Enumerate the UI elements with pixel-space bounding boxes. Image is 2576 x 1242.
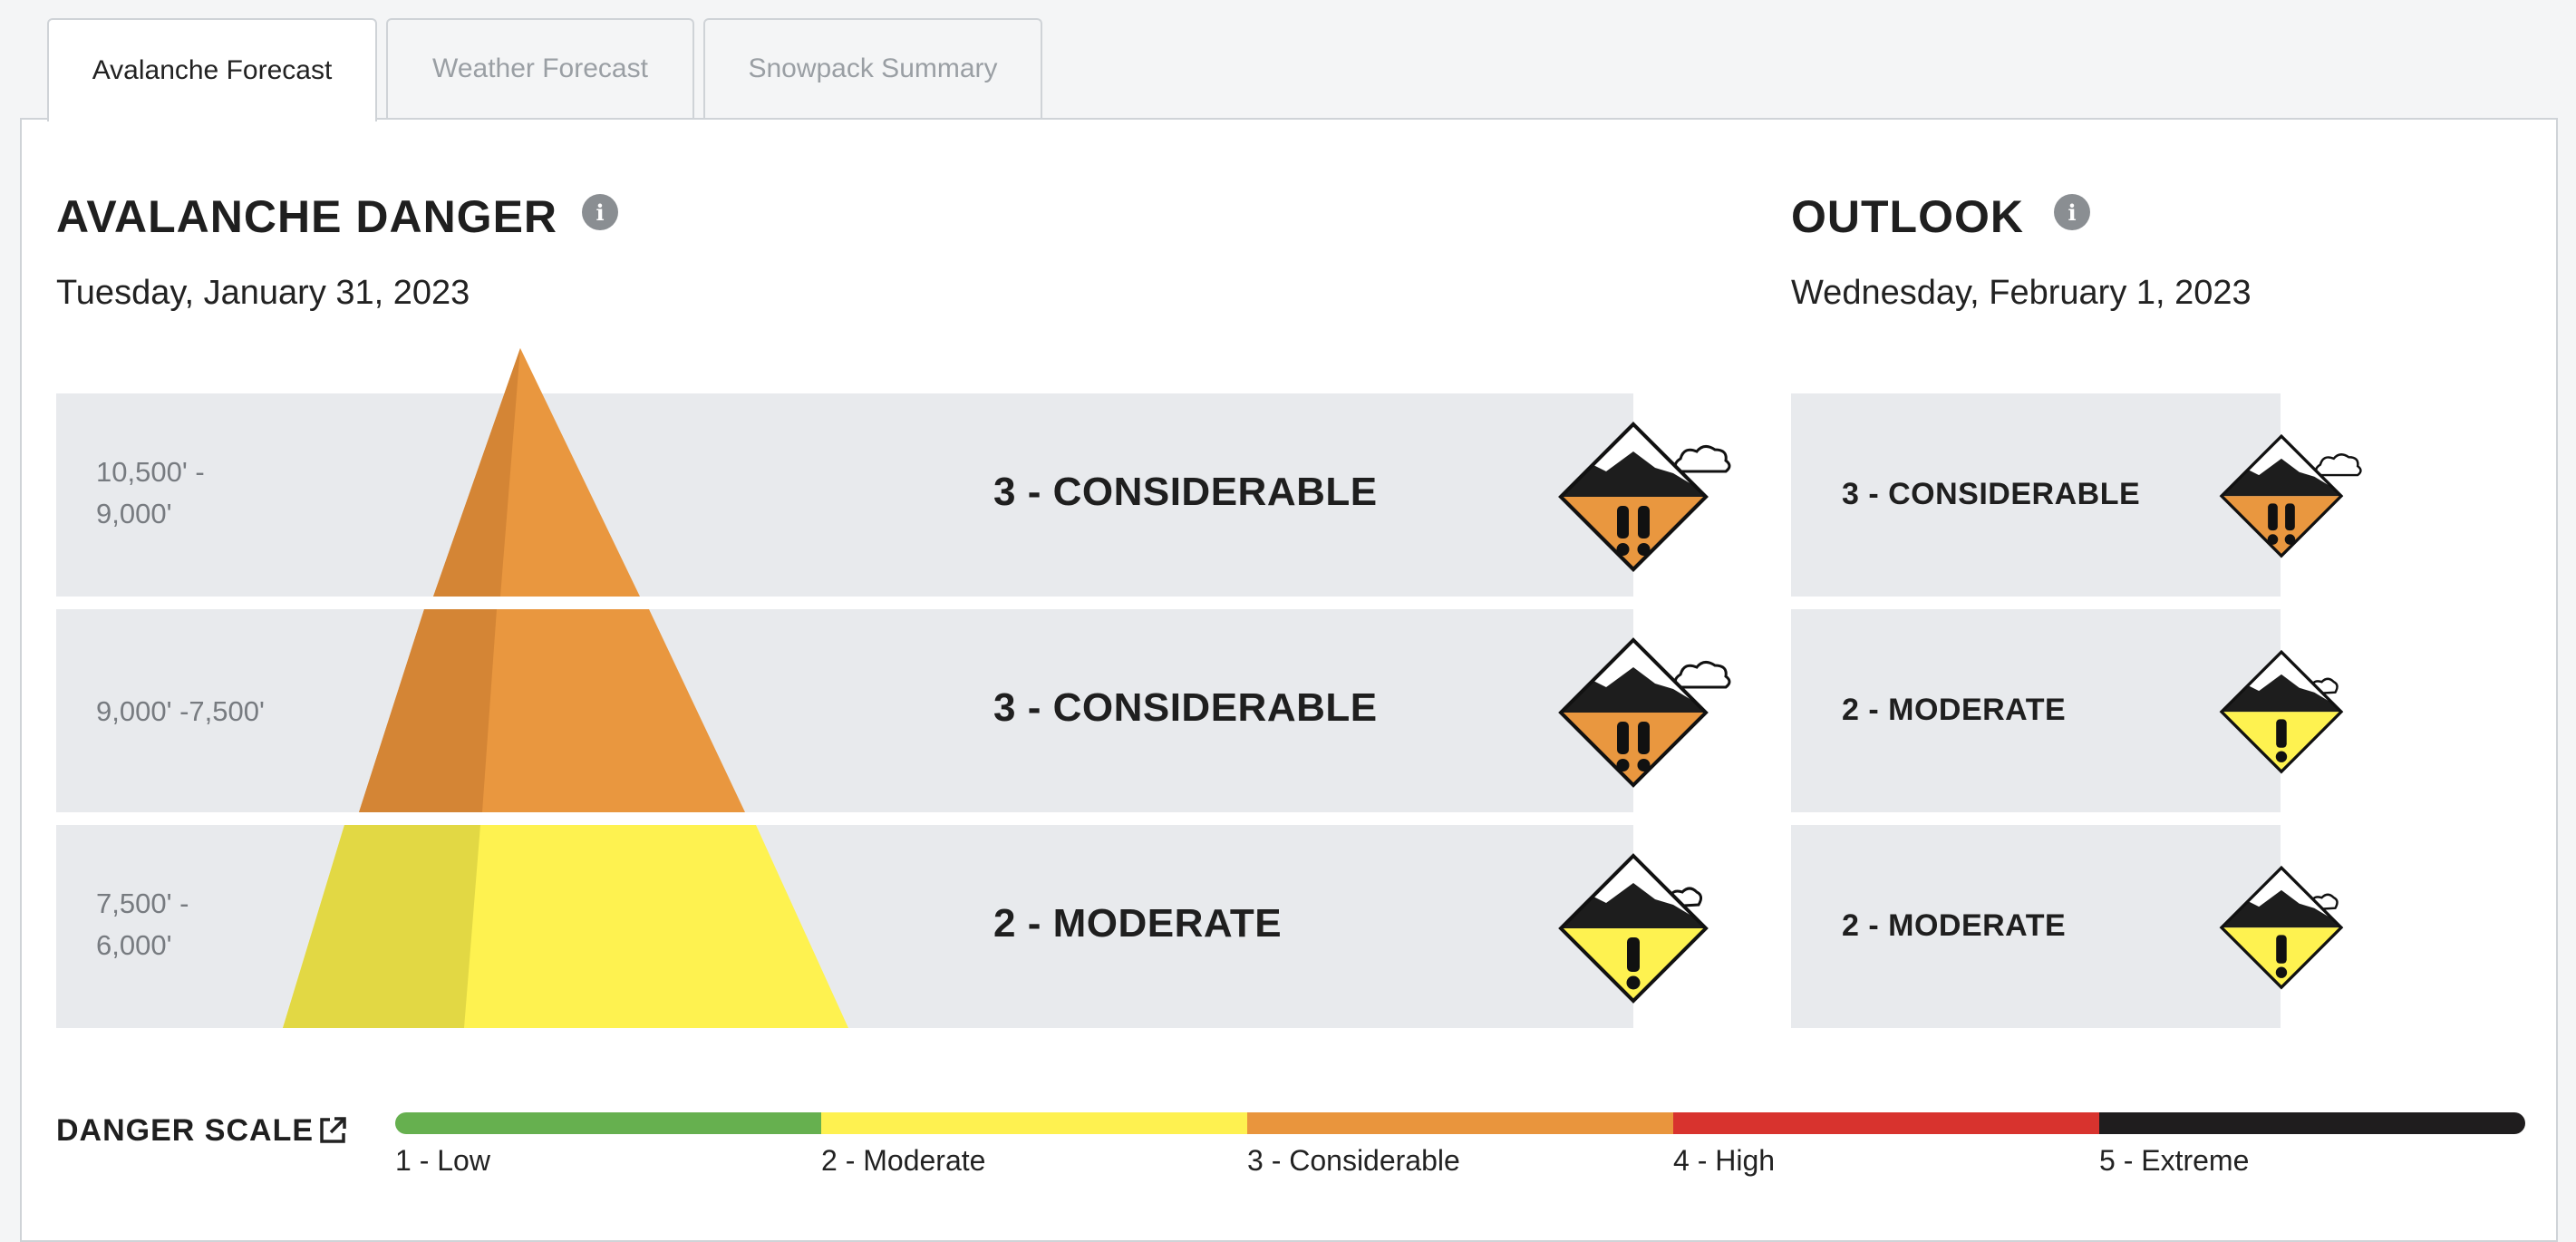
scale-segment-low	[395, 1112, 821, 1134]
outlook-rating-lower: 2 - MODERATE	[1842, 908, 2067, 943]
danger-rating-middle: 3 - CONSIDERABLE	[993, 685, 1378, 730]
danger-band-middle	[56, 609, 1633, 812]
outlook-date: Wednesday, February 1, 2023	[1791, 274, 2252, 312]
danger-icon-upper	[1558, 422, 1731, 572]
outlook-rating-upper: 3 - CONSIDERABLE	[1842, 477, 2141, 511]
scale-label-extreme: 5 - Extreme	[2099, 1144, 2250, 1177]
danger-icon-middle	[1558, 637, 1731, 788]
elevation-label-upper: 10,500' - 9,000'	[96, 456, 205, 529]
elevation-label-lower: 7,500' - 6,000'	[96, 888, 189, 961]
scale-segment-considerable	[1247, 1112, 1673, 1134]
considerable-danger-icon	[1558, 422, 1731, 572]
scale-segment-high	[1673, 1112, 2099, 1134]
danger-band-upper	[56, 393, 1633, 597]
danger-scale-title[interactable]: DANGER SCALE	[56, 1113, 315, 1148]
danger-info-icon[interactable]: i	[582, 194, 618, 230]
tab-snowpack-summary[interactable]: Snowpack Summary	[703, 18, 1042, 118]
considerable-danger-icon	[1558, 637, 1731, 788]
tab-avalanche-forecast[interactable]: Avalanche Forecast	[47, 18, 377, 121]
outlook-band-upper	[1791, 393, 2281, 597]
considerable-danger-icon	[2219, 433, 2362, 558]
danger-icon-lower	[1558, 853, 1709, 1004]
outlook-title: OUTLOOK	[1791, 191, 2024, 242]
external-link-icon[interactable]	[317, 1115, 348, 1146]
outlook-icon-lower	[2219, 865, 2344, 990]
outlook-band-middle	[1791, 609, 2281, 812]
outlook-icon-middle	[2219, 649, 2344, 774]
moderate-danger-icon	[1558, 853, 1709, 1004]
scale-label-considerable: 3 - Considerable	[1247, 1144, 1460, 1177]
danger-scale-bar	[395, 1112, 2525, 1134]
tab-weather-forecast[interactable]: Weather Forecast	[386, 18, 694, 118]
elevation-label-middle: 9,000' -7,500'	[96, 695, 265, 727]
scale-segment-extreme	[2099, 1112, 2525, 1134]
moderate-danger-icon	[2219, 865, 2344, 990]
moderate-danger-icon	[2219, 649, 2344, 774]
outlook-icon-upper	[2219, 433, 2362, 558]
scale-label-moderate: 2 - Moderate	[821, 1144, 986, 1177]
danger-date: Tuesday, January 31, 2023	[56, 274, 470, 312]
outlook-info-icon[interactable]: i	[2054, 194, 2090, 230]
danger-rating-lower: 2 - MODERATE	[993, 901, 1283, 946]
danger-title: AVALANCHE DANGER	[56, 191, 558, 242]
outlook-rating-middle: 2 - MODERATE	[1842, 693, 2067, 727]
danger-rating-upper: 3 - CONSIDERABLE	[993, 470, 1378, 514]
outlook-band-lower	[1791, 825, 2281, 1028]
scale-label-high: 4 - High	[1673, 1144, 1776, 1177]
scale-segment-moderate	[821, 1112, 1247, 1134]
scale-label-low: 1 - Low	[395, 1144, 490, 1177]
